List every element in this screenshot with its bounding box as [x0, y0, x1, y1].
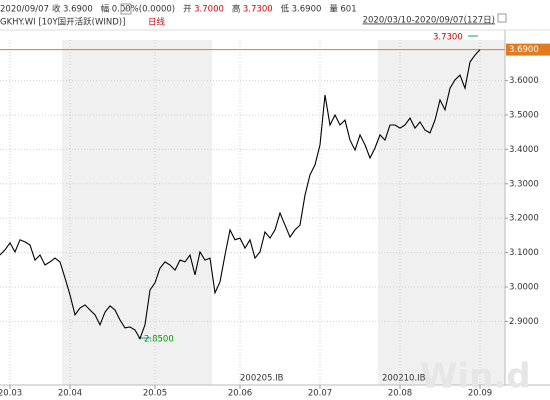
settings-icon[interactable]	[497, 13, 507, 23]
y-tick-label: 3.0000	[509, 282, 539, 292]
y-tick-label: 3.6000	[509, 76, 539, 86]
x-tick-label: 20.09	[468, 389, 492, 399]
header-value: 0.00%(0.0000)	[112, 5, 175, 15]
contract-label: 200205.IB	[240, 374, 284, 384]
x-tick-label: 20.04	[58, 389, 82, 399]
header-date: 2020/09/07	[0, 5, 49, 15]
header-label: 低	[281, 4, 290, 15]
instrument: GKHY.WI [10Y国开活跃(WIND)]	[0, 17, 125, 28]
x-tick-label: 20.03	[0, 389, 22, 399]
header-label: 幅	[101, 4, 110, 15]
header-value: 601	[340, 5, 356, 15]
header-value: 3.6900	[292, 5, 322, 15]
y-tick-label: 2.9000	[509, 317, 539, 327]
contract-label: 200210.IB	[382, 374, 426, 384]
y-tick-label: 3.5000	[509, 110, 539, 120]
header-value: 3.7000	[194, 5, 224, 15]
header-label: 收	[52, 4, 61, 15]
period: 日线	[148, 17, 166, 28]
low-annotation: 2.8500	[144, 335, 174, 345]
date-range[interactable]: 2020/03/10-2020/09/07(127日)	[363, 16, 495, 26]
header-label: 量	[329, 5, 338, 15]
header: 2020/09/07 收 3.6900 幅 0.00%(0.0000) 开 3.7000 高 3…	[0, 4, 357, 15]
header-label: 高	[232, 4, 241, 15]
close-icon[interactable]: ×	[123, 5, 130, 14]
price-line	[0, 49, 481, 340]
y-tick-label: 3.1000	[509, 248, 539, 258]
x-tick-label: 20.05	[143, 389, 167, 399]
shade	[62, 40, 212, 385]
y-tick-label: 3.4000	[509, 145, 539, 155]
x-tick-label: 20.08	[388, 389, 412, 399]
header-value: 3.6900	[63, 5, 93, 15]
y-tick-label: 3.3000	[509, 179, 539, 189]
header-label: 开	[183, 5, 192, 15]
close-button[interactable]	[120, 3, 132, 15]
x-tick-label: 20.06	[228, 389, 252, 399]
last-price-label: 3.6900	[509, 45, 539, 55]
header-value: 3.7300	[243, 5, 273, 15]
shade	[378, 40, 505, 385]
y-tick-label: 3.2000	[509, 214, 539, 224]
last-price-box	[506, 43, 550, 56]
x-tick-label: 20.07	[308, 389, 332, 399]
high-annotation: 3.7300	[433, 33, 463, 43]
watermark: Win.d	[420, 357, 531, 397]
